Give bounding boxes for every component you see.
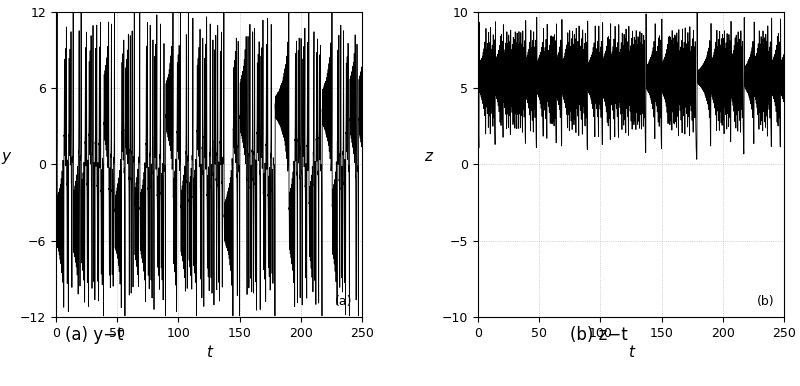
Y-axis label: z: z [424,149,432,164]
Text: (a): (a) [335,295,353,308]
Text: (b) z−t: (b) z−t [570,326,628,344]
X-axis label: t: t [206,345,212,361]
Y-axis label: y: y [2,149,10,164]
Text: (a) y−t: (a) y−t [65,326,124,344]
Text: (b): (b) [757,295,775,308]
X-axis label: t: t [628,345,634,361]
